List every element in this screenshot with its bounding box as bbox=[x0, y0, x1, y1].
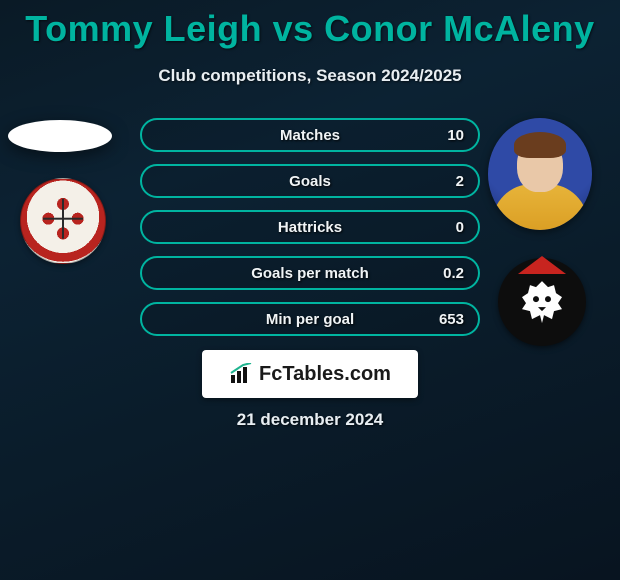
stat-value-right: 2 bbox=[456, 173, 464, 190]
stat-value-right: 653 bbox=[439, 311, 464, 328]
bar-chart-icon bbox=[229, 363, 255, 385]
stat-label: Matches bbox=[280, 127, 340, 144]
brand-badge: FcTables.com bbox=[202, 350, 418, 398]
stat-value-right: 10 bbox=[447, 127, 464, 144]
stat-value-right: 0 bbox=[456, 219, 464, 236]
right-club-crest bbox=[498, 258, 602, 346]
lion-head-icon bbox=[514, 275, 570, 331]
salford-crest-icon bbox=[498, 258, 586, 346]
stat-label: Goals per match bbox=[251, 265, 369, 282]
stat-row-goals-per-match: Goals per match 0.2 bbox=[140, 256, 480, 290]
brand-name: FcTables.com bbox=[259, 363, 391, 386]
stat-row-hattricks: Hattricks 0 bbox=[140, 210, 480, 244]
stat-label: Min per goal bbox=[266, 311, 354, 328]
stat-label: Hattricks bbox=[278, 219, 342, 236]
page-title: Tommy Leigh vs Conor McAleny bbox=[0, 0, 620, 50]
left-player-placeholder bbox=[8, 120, 112, 152]
stat-row-goals: Goals 2 bbox=[140, 164, 480, 198]
accrington-crest-icon bbox=[20, 178, 106, 264]
player-portrait-icon bbox=[488, 118, 592, 230]
stats-panel: Matches 10 Goals 2 Hattricks 0 Goals per… bbox=[140, 118, 480, 348]
stat-label: Goals bbox=[289, 173, 331, 190]
stat-row-min-per-goal: Min per goal 653 bbox=[140, 302, 480, 336]
subtitle: Club competitions, Season 2024/2025 bbox=[0, 66, 620, 86]
stat-value-right: 0.2 bbox=[443, 265, 464, 282]
left-club-crest bbox=[20, 178, 120, 264]
right-player-photo bbox=[488, 118, 592, 234]
stat-row-matches: Matches 10 bbox=[140, 118, 480, 152]
date-line: 21 december 2024 bbox=[0, 410, 620, 430]
